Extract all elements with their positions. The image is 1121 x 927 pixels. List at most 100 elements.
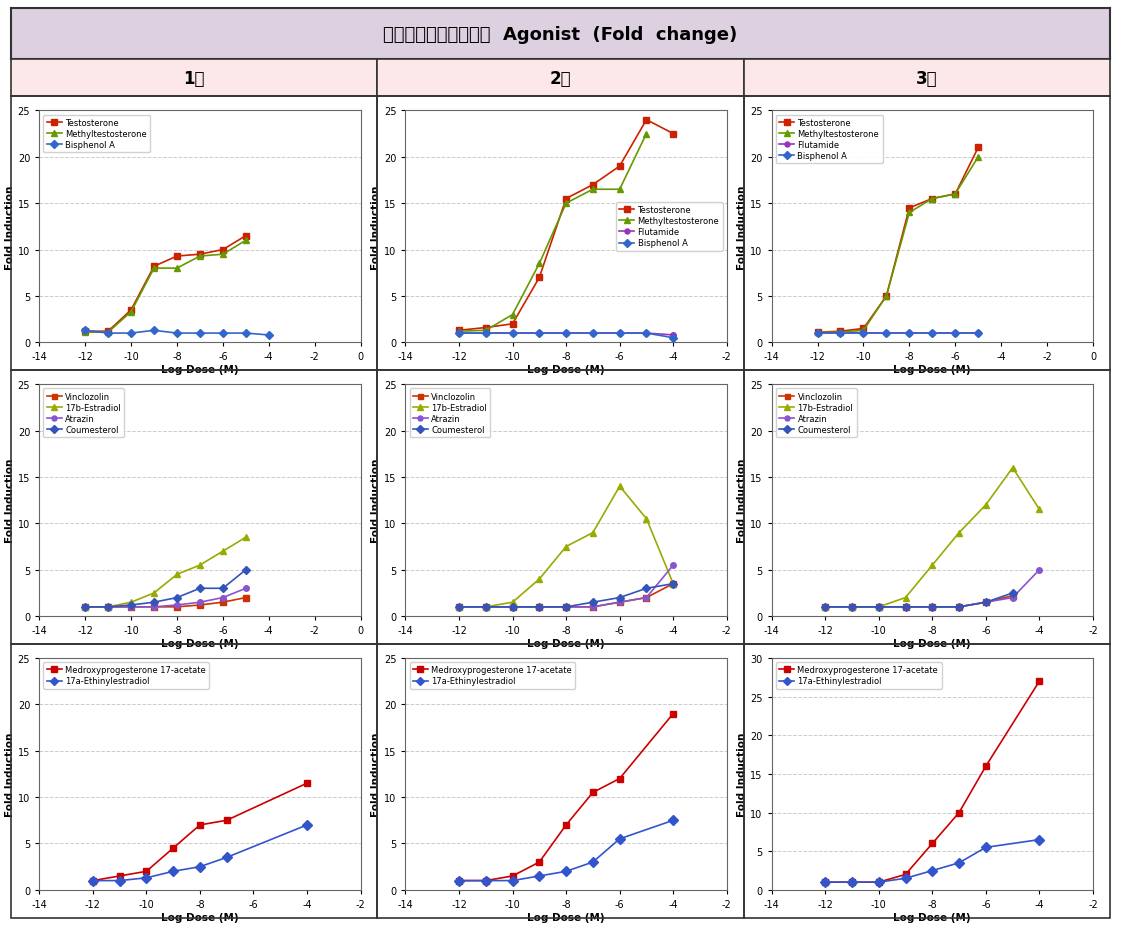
Testosterone (101, 326, 114, 337)
Medroxyprogesterone 17-acetate (872, 877, 886, 888)
17b-Estradiol (845, 602, 859, 613)
X-axis label: Log Dose (M): Log Dose (M) (527, 638, 605, 648)
Text: 1차: 1차 (184, 70, 205, 88)
Methyltestosterone (856, 325, 870, 337)
Methyltestosterone (532, 259, 546, 270)
Bisphenol A (856, 328, 870, 339)
Testosterone (948, 189, 962, 200)
Flutamide (506, 328, 519, 339)
Methyltestosterone (948, 189, 962, 200)
17b-Estradiol (78, 602, 92, 613)
Methyltestosterone (193, 251, 206, 262)
Y-axis label: Fold Induction: Fold Induction (371, 459, 381, 542)
17b-Estradiol (899, 592, 912, 603)
Y-axis label: Fold Induction: Fold Induction (4, 459, 15, 542)
Atrazin (640, 592, 654, 603)
Y-axis label: Fold Induction: Fold Induction (738, 185, 748, 269)
Methyltestosterone (479, 325, 492, 337)
Bisphenol A (452, 328, 465, 339)
Flutamide (972, 328, 985, 339)
Vinclozolin (872, 602, 886, 613)
Bisphenol A (239, 328, 252, 339)
Methyltestosterone (452, 326, 465, 337)
Medroxyprogesterone 17-acetate (479, 875, 492, 886)
Medroxyprogesterone 17-acetate (845, 877, 859, 888)
Testosterone (880, 291, 893, 302)
Methyltestosterone (972, 152, 985, 163)
Legend: Medroxyprogesterone 17-acetate, 17a-Ethinylestradiol: Medroxyprogesterone 17-acetate, 17a-Ethi… (776, 662, 942, 689)
Vinclozolin (586, 602, 600, 613)
Line: Vinclozolin: Vinclozolin (82, 595, 249, 610)
Line: Flutamide: Flutamide (456, 331, 676, 338)
Testosterone (810, 327, 824, 338)
Y-axis label: Fold Induction: Fold Induction (371, 732, 381, 816)
Atrazin (1006, 592, 1019, 603)
Vinclozolin (926, 602, 939, 613)
17b-Estradiol (1006, 463, 1019, 474)
Line: Testosterone: Testosterone (814, 145, 982, 337)
Line: Vinclozolin: Vinclozolin (456, 581, 676, 610)
Medroxyprogesterone 17-acetate (818, 877, 832, 888)
Flutamide (559, 328, 573, 339)
Bisphenol A (101, 328, 114, 339)
Legend: Vinclozolin, 17b-Estradiol, Atrazin, Coumesterol: Vinclozolin, 17b-Estradiol, Atrazin, Cou… (776, 388, 856, 438)
Line: Vinclozolin: Vinclozolin (823, 593, 1016, 610)
Testosterone (452, 325, 465, 337)
Methyltestosterone (834, 327, 847, 338)
Testosterone (856, 324, 870, 335)
Flutamide (926, 328, 939, 339)
Vinclozolin (124, 602, 138, 613)
Methyltestosterone (926, 194, 939, 205)
Line: Bisphenol A: Bisphenol A (815, 331, 981, 337)
Testosterone (479, 323, 492, 334)
Atrazin (667, 560, 680, 571)
Atrazin (532, 602, 546, 613)
Atrazin (1032, 565, 1046, 576)
Vinclozolin (899, 602, 912, 613)
Text: 3차: 3차 (916, 70, 937, 88)
17a-Ethinylestradiol (586, 857, 600, 868)
Flutamide (479, 328, 492, 339)
Methyltestosterone (124, 307, 138, 318)
Testosterone (506, 319, 519, 330)
17a-Ethinylestradiol (899, 873, 912, 884)
Atrazin (845, 602, 859, 613)
Bisphenol A (810, 328, 824, 339)
Coumesterol (872, 602, 886, 613)
Flutamide (948, 328, 962, 339)
Testosterone (667, 129, 680, 140)
Medroxyprogesterone 17-acetate (613, 773, 627, 784)
Medroxyprogesterone 17-acetate (586, 787, 600, 798)
17b-Estradiol (640, 514, 654, 525)
Text: 식품의약품안전연구원  Agonist  (Fold  change): 식품의약품안전연구원 Agonist (Fold change) (383, 26, 738, 44)
17a-Ethinylestradiol (140, 872, 154, 883)
Medroxyprogesterone 17-acetate (506, 870, 519, 882)
Coumesterol (239, 565, 252, 576)
Testosterone (559, 194, 573, 205)
X-axis label: Log Dose (M): Log Dose (M) (527, 364, 605, 375)
Flutamide (586, 328, 600, 339)
Coumesterol (818, 602, 832, 613)
Y-axis label: Fold Induction: Fold Induction (738, 732, 748, 816)
Testosterone (147, 261, 160, 273)
17a-Ethinylestradiol (845, 877, 859, 888)
Bisphenol A (948, 328, 962, 339)
17b-Estradiol (452, 602, 465, 613)
Coumesterol (532, 602, 546, 613)
Vinclozolin (170, 602, 184, 613)
Line: Methyltestosterone: Methyltestosterone (455, 131, 650, 336)
Vinclozolin (613, 597, 627, 608)
Line: Bisphenol A: Bisphenol A (82, 328, 271, 338)
17a-Ethinylestradiol (532, 870, 546, 882)
Coumesterol (979, 597, 992, 608)
Line: 17a-Ethinylestradiol: 17a-Ethinylestradiol (455, 817, 677, 884)
Testosterone (640, 115, 654, 126)
17b-Estradiol (147, 588, 160, 599)
Bisphenol A (586, 328, 600, 339)
17b-Estradiol (953, 527, 966, 539)
Coumesterol (101, 602, 114, 613)
Line: 17a-Ethinylestradiol: 17a-Ethinylestradiol (822, 836, 1043, 885)
Methyltestosterone (559, 198, 573, 210)
Atrazin (124, 602, 138, 613)
Line: Bisphenol A: Bisphenol A (456, 331, 676, 341)
